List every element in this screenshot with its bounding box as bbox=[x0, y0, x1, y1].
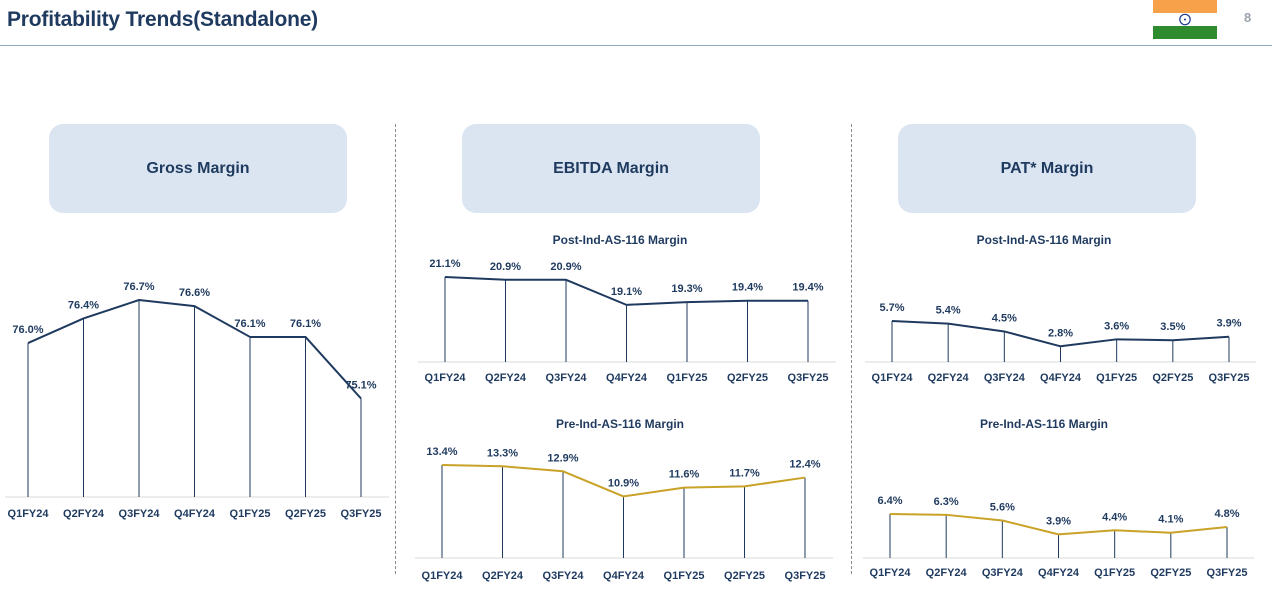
pat-post-subtitle: Post-Ind-AS-116 Margin bbox=[976, 233, 1112, 247]
series-line bbox=[441, 464, 806, 498]
category-label: Q1FY25 bbox=[664, 570, 705, 582]
category-label: Q2FY25 bbox=[724, 570, 765, 582]
category-label: Q4FY24 bbox=[1038, 567, 1080, 579]
category-label: Q4FY24 bbox=[1040, 372, 1082, 384]
category-label: Q2FY25 bbox=[1152, 372, 1193, 384]
data-label: 76.4% bbox=[68, 299, 99, 311]
data-label: 13.3% bbox=[487, 447, 518, 459]
data-label: 4.1% bbox=[1158, 514, 1183, 526]
series-line bbox=[891, 320, 1230, 348]
header-divider bbox=[0, 45, 1272, 46]
category-label: Q1FY24 bbox=[870, 567, 912, 579]
data-label: 4.4% bbox=[1102, 511, 1127, 523]
data-label: 13.4% bbox=[426, 446, 457, 458]
category-label: Q1FY25 bbox=[667, 372, 708, 384]
category-label: Q4FY24 bbox=[606, 372, 648, 384]
series-line bbox=[889, 513, 1228, 536]
category-label: Q4FY24 bbox=[603, 570, 645, 582]
panel-separator bbox=[395, 124, 396, 574]
category-label: Q1FY24 bbox=[872, 372, 914, 384]
data-label: 2.8% bbox=[1048, 327, 1073, 339]
ebitda-post-subtitle: Post-Ind-AS-116 Margin bbox=[552, 233, 688, 247]
data-label: 10.9% bbox=[608, 477, 639, 489]
category-label: Q3FY25 bbox=[785, 570, 826, 582]
category-label: Q3FY24 bbox=[546, 372, 588, 384]
category-label: Q4FY24 bbox=[174, 508, 216, 520]
gross-margin-header: Gross Margin bbox=[49, 124, 347, 213]
data-label: 11.7% bbox=[729, 467, 760, 479]
category-label: Q3FY24 bbox=[543, 570, 585, 582]
category-label: Q2FY25 bbox=[727, 372, 768, 384]
category-label: Q3FY25 bbox=[788, 372, 829, 384]
data-label: 20.9% bbox=[490, 261, 521, 273]
data-label: 19.4% bbox=[792, 282, 823, 294]
data-label: 75.1% bbox=[345, 380, 376, 392]
category-label: Q3FY25 bbox=[1209, 372, 1250, 384]
category-label: Q2FY24 bbox=[63, 508, 105, 520]
category-label: Q2FY25 bbox=[1150, 567, 1191, 579]
ebitda-pre-subtitle: Pre-Ind-AS-116 Margin bbox=[555, 417, 685, 431]
category-label: Q2FY24 bbox=[928, 372, 970, 384]
data-label: 5.6% bbox=[990, 502, 1015, 514]
data-label: 3.9% bbox=[1046, 515, 1071, 527]
category-label: Q1FY24 bbox=[422, 570, 464, 582]
data-label: 76.1% bbox=[290, 318, 321, 330]
data-label: 4.5% bbox=[992, 312, 1017, 324]
category-label: Q2FY25 bbox=[285, 508, 326, 520]
data-label: 3.9% bbox=[1216, 318, 1241, 330]
category-label: Q2FY24 bbox=[926, 567, 968, 579]
data-label: 76.7% bbox=[123, 281, 154, 293]
data-label: 12.9% bbox=[547, 452, 578, 464]
data-label: 3.5% bbox=[1160, 321, 1185, 333]
panel-separator bbox=[851, 124, 852, 574]
data-label: 12.4% bbox=[789, 459, 820, 471]
data-label: 6.4% bbox=[877, 495, 902, 507]
data-label: 19.4% bbox=[732, 282, 763, 294]
pat-margin-header: PAT* Margin bbox=[898, 124, 1196, 213]
data-label: 76.1% bbox=[234, 318, 265, 330]
pat-pre-subtitle: Pre-Ind-AS-116 Margin bbox=[979, 417, 1109, 431]
category-label: Q1FY25 bbox=[1096, 372, 1137, 384]
data-label: 76.0% bbox=[12, 324, 43, 336]
series-line bbox=[27, 299, 362, 400]
data-label: 5.7% bbox=[879, 302, 904, 314]
page-title: Profitability Trends(Standalone) bbox=[7, 8, 318, 31]
category-label: Q1FY24 bbox=[8, 508, 50, 520]
category-label: Q3FY25 bbox=[341, 508, 382, 520]
category-label: Q2FY24 bbox=[482, 570, 524, 582]
data-label: 76.6% bbox=[179, 287, 210, 299]
category-label: Q1FY24 bbox=[425, 372, 467, 384]
category-label: Q3FY24 bbox=[119, 508, 161, 520]
data-label: 5.4% bbox=[936, 305, 961, 317]
data-label: 20.9% bbox=[550, 261, 581, 273]
data-label: 21.1% bbox=[429, 258, 460, 270]
data-label: 6.3% bbox=[934, 496, 959, 508]
data-label: 19.1% bbox=[611, 286, 642, 298]
data-label: 11.6% bbox=[669, 469, 700, 481]
data-label: 4.8% bbox=[1214, 508, 1239, 520]
category-label: Q1FY25 bbox=[1094, 567, 1135, 579]
category-label: Q1FY25 bbox=[230, 508, 271, 520]
page-number: 8 bbox=[1244, 10, 1252, 25]
category-label: Q3FY25 bbox=[1207, 567, 1248, 579]
category-label: Q3FY24 bbox=[982, 567, 1024, 579]
data-label: 3.6% bbox=[1104, 320, 1129, 332]
category-label: Q3FY24 bbox=[984, 372, 1026, 384]
series-line bbox=[444, 276, 808, 306]
data-label: 19.3% bbox=[671, 283, 702, 295]
india-flag-icon bbox=[1153, 0, 1217, 39]
ebitda-margin-header: EBITDA Margin bbox=[462, 124, 760, 213]
category-label: Q2FY24 bbox=[485, 372, 527, 384]
